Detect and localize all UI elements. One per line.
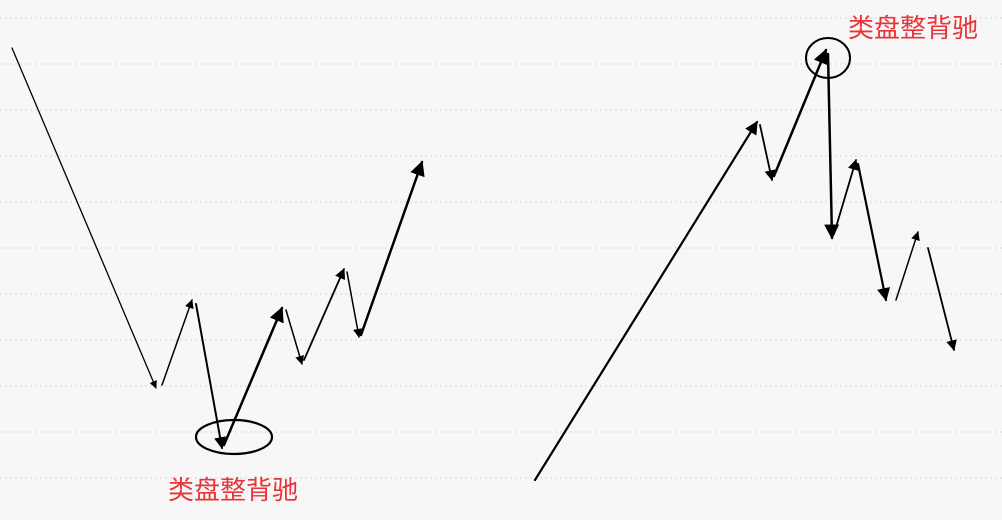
wave-segment [285, 309, 305, 365]
wave-segment [195, 303, 226, 450]
left-wave-structure [11, 47, 425, 456]
wave-segment [895, 231, 920, 301]
divergence-highlight-circle [194, 418, 274, 456]
wave-segment [346, 271, 362, 338]
wave-segment [161, 299, 194, 386]
divergence-highlight-circle [805, 37, 851, 79]
wave-segment [359, 160, 425, 337]
wave-segment [824, 52, 840, 240]
wave-segment [533, 120, 759, 482]
wave-segment [772, 48, 828, 178]
right-divergence-label: 类盘整背驰 [848, 14, 979, 44]
wave-segment [833, 158, 859, 235]
right-wave-structure [533, 37, 957, 482]
wave-segment [303, 268, 346, 361]
left-divergence-label: 类盘整背驰 [168, 476, 299, 506]
wave-segment [759, 124, 776, 182]
background-grid [0, 17, 1002, 479]
wave-segment [927, 247, 957, 352]
wave-segment [11, 47, 157, 389]
wave-segment [222, 306, 284, 447]
wave-segment [856, 162, 891, 302]
